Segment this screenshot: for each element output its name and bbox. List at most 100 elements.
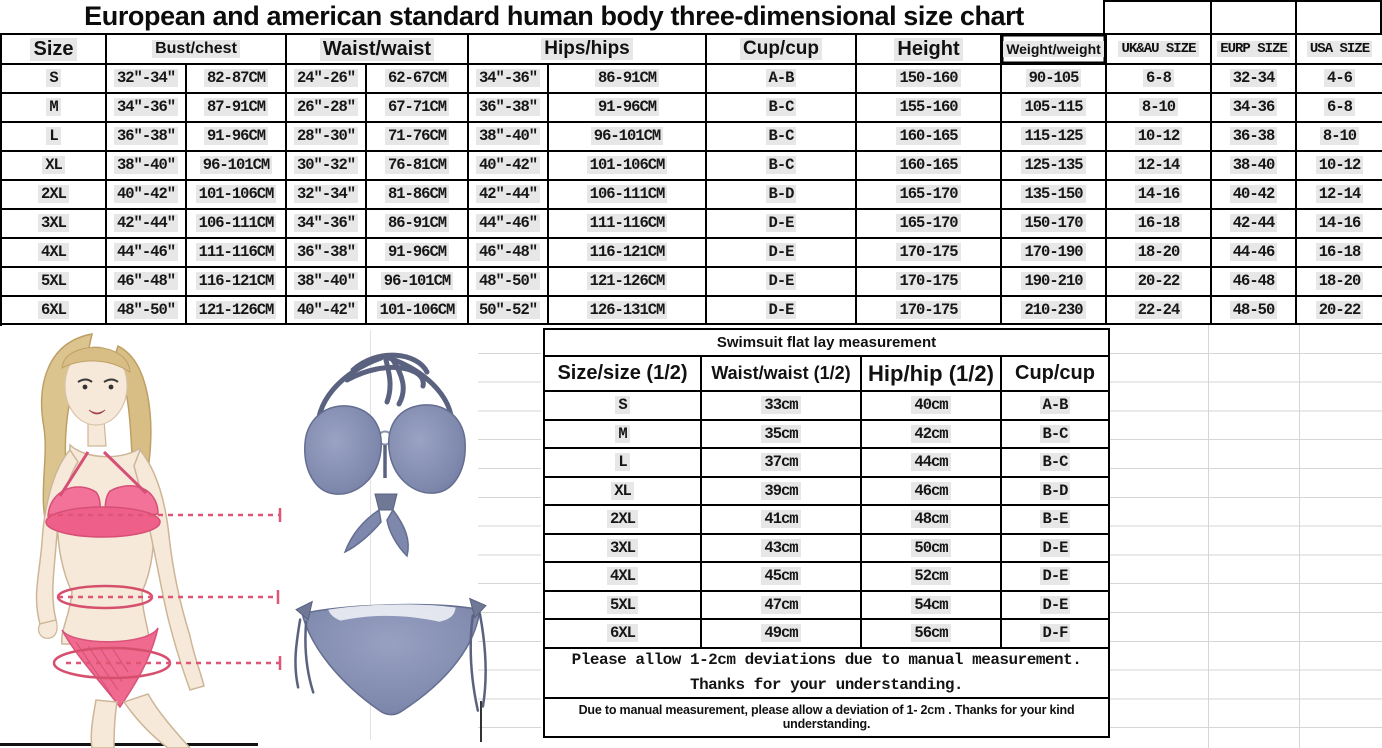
cell-weight: 150-170: [1002, 209, 1107, 239]
cell-usa: 18-20: [1297, 268, 1382, 297]
cell-waist-in: 36″-38″: [287, 238, 367, 268]
header-size-half: Size/size (1/2): [545, 357, 702, 392]
cell-uk-au: 20-22: [1107, 267, 1212, 297]
cell-hips-cm: 91-96CM: [549, 93, 707, 123]
cell-eurp: 48-50: [1212, 296, 1297, 326]
cell-size: 5XL: [2, 267, 107, 297]
cell-waist-in: 38″-40″: [287, 267, 367, 297]
cell-waist: 49cm: [702, 620, 862, 649]
cell-waist: 43cm: [702, 534, 862, 563]
cell-waist-cm: 91-96CM: [367, 238, 469, 268]
cell-size: 2XL: [545, 506, 702, 535]
background-gridlines: [1110, 325, 1382, 748]
cell-bust-in: 32″-34″: [107, 65, 187, 94]
cell-hips-cm: 111-116CM: [549, 209, 707, 239]
cell-weight: 90-105: [1002, 65, 1107, 94]
cell-waist-cm: 101-106CM: [367, 296, 469, 326]
cell-cup: B-D: [1002, 478, 1108, 506]
cell-hips-cm: 126-131CM: [549, 296, 707, 326]
header-cup-flat: Cup/cup: [1002, 357, 1108, 392]
cell-hips-cm: 121-126CM: [549, 267, 707, 297]
flat-lay-table: Swimsuit flat lay measurement Size/size …: [543, 328, 1110, 738]
cell-waist-cm: 67-71CM: [367, 93, 469, 123]
cell-height: 165-170: [857, 180, 1002, 210]
bikini-bottom-illustration: [288, 583, 495, 725]
cell-uk-au: 10-12: [1107, 122, 1212, 152]
cell-hips-cm: 86-91CM: [549, 65, 707, 94]
cell-size: L: [545, 449, 702, 478]
cell-hips-cm: 116-121CM: [549, 238, 707, 268]
header-bust: Bust/chest: [107, 35, 287, 65]
background-gridlines: [478, 325, 541, 741]
cell-bust-cm: 116-121CM: [187, 267, 287, 297]
cell-bust-cm: 87-91CM: [187, 93, 287, 123]
cell-size: 6XL: [545, 620, 702, 649]
cell-bust-cm: 111-116CM: [187, 238, 287, 268]
cell-waist-in: 24″-26″: [287, 65, 367, 94]
cell-hips-in: 48″-50″: [469, 267, 549, 297]
cell-size: 3XL: [545, 534, 702, 563]
cell-cup: B-C: [1002, 421, 1108, 449]
cell-usa: 10-12: [1297, 152, 1382, 181]
cell-height: 150-160: [857, 65, 1002, 94]
cell-bust-in: 38″-40″: [107, 151, 187, 181]
header-uk-au-size: UK&AU SIZE: [1107, 35, 1212, 65]
empty-cell: [1295, 2, 1382, 33]
cell-uk-au: 18-20: [1107, 238, 1212, 268]
cell-waist-cm: 71-76CM: [367, 122, 469, 152]
cell-uk-au: 8-10: [1107, 93, 1212, 123]
cell-size: L: [2, 122, 107, 152]
cell-bust-in: 46″-48″: [107, 267, 187, 297]
woman-sketch-svg: [35, 333, 282, 748]
cell-waist: 41cm: [702, 506, 862, 535]
cell-waist: 47cm: [702, 591, 862, 620]
cell-waist: 35cm: [702, 420, 862, 449]
cell-hip: 50cm: [862, 534, 1002, 563]
cell-cup: B-E: [1002, 506, 1108, 535]
cell-hips-in: 46″-48″: [469, 238, 549, 268]
cell-waist: 37cm: [702, 449, 862, 478]
cell-usa: 12-14: [1297, 181, 1382, 210]
background-gridline: [370, 330, 371, 740]
cell-usa: 20-22: [1297, 297, 1382, 326]
header-usa-size: USA SIZE: [1297, 35, 1382, 65]
deviation-note-primary: Please allow 1-2cm deviations due to man…: [545, 649, 1108, 699]
cell-size: 5XL: [545, 591, 702, 620]
cell-waist-in: 40″-42″: [287, 296, 367, 326]
header-waist-half: Waist/waist (1/2): [702, 357, 862, 392]
cell-uk-au: 22-24: [1107, 296, 1212, 326]
cell-border-line: [480, 701, 482, 742]
cell-weight: 135-150: [1002, 180, 1107, 210]
cell-eurp: 42-44: [1212, 209, 1297, 239]
cell-size: 2XL: [2, 180, 107, 210]
cell-waist-in: 26″-28″: [287, 93, 367, 123]
empty-cell: [1103, 2, 1210, 33]
cell-waist-in: 28″-30″: [287, 122, 367, 152]
cell-hips-cm: 101-106CM: [549, 151, 707, 181]
cell-hip: 56cm: [862, 620, 1002, 649]
cell-cup: B-C: [1002, 449, 1108, 478]
cell-eurp: 40-42: [1212, 180, 1297, 210]
cell-bust-in: 36″-38″: [107, 122, 187, 152]
cell-usa: 14-16: [1297, 210, 1382, 239]
cell-hip: 42cm: [862, 420, 1002, 449]
cell-size: 3XL: [2, 209, 107, 239]
cell-cup: D-F: [1002, 620, 1108, 649]
cell-weight: 210-230: [1002, 296, 1107, 326]
cell-height: 155-160: [857, 93, 1002, 123]
header-cup: Cup/cup: [707, 35, 857, 65]
deviation-note-secondary: Due to manual measurement, please allow …: [578, 703, 1075, 731]
cell-hip: 46cm: [862, 477, 1002, 506]
cell-hip: 40cm: [862, 392, 1002, 421]
cell-hips-in: 42″-44″: [469, 180, 549, 210]
cell-size: S: [2, 65, 107, 94]
empty-header-cells: [1103, 0, 1382, 33]
cell-cup: D-E: [707, 238, 857, 268]
bikini-bottom-svg: [294, 597, 488, 716]
cell-waist: 45cm: [702, 563, 862, 592]
background-gridline: [1299, 325, 1300, 748]
cell-cup: D-E: [707, 267, 857, 297]
cell-hip: 44cm: [862, 449, 1002, 478]
cell-bust-cm: 121-126CM: [187, 296, 287, 326]
